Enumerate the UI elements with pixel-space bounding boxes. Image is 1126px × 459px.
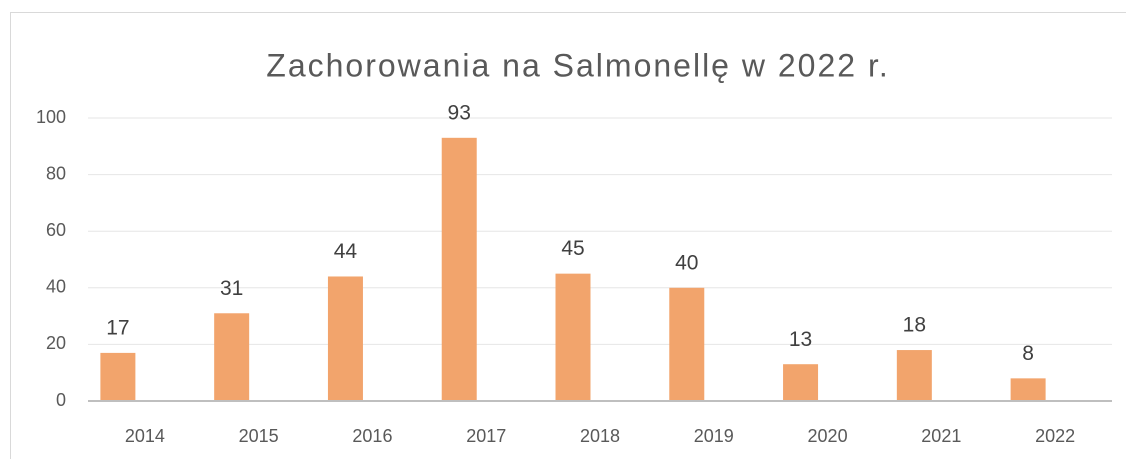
- x-tick-label: 2014: [125, 426, 165, 446]
- y-tick-label: 20: [46, 333, 66, 353]
- bar: [214, 313, 250, 401]
- data-label: 17: [106, 316, 129, 339]
- bar: [896, 350, 932, 401]
- data-label: 40: [675, 251, 698, 274]
- x-tick-label: 2017: [466, 426, 506, 446]
- bar: [555, 273, 591, 401]
- x-tick-label: 2016: [352, 426, 392, 446]
- data-label: 93: [448, 101, 471, 124]
- data-label: 13: [789, 328, 812, 351]
- data-label: 31: [220, 277, 243, 300]
- bar: [669, 287, 705, 401]
- data-label: 45: [561, 237, 584, 260]
- x-tick-label: 2021: [921, 426, 961, 446]
- x-tick-label: 2022: [1035, 426, 1075, 446]
- bar: [783, 364, 819, 401]
- data-label: 8: [1022, 342, 1034, 365]
- y-tick-label: 80: [46, 163, 66, 183]
- x-tick-label: 2015: [239, 426, 279, 446]
- y-tick-label: 40: [46, 277, 66, 297]
- x-tick-label: 2020: [808, 426, 848, 446]
- data-label: 44: [334, 240, 358, 263]
- data-label: 18: [903, 314, 926, 337]
- y-tick-label: 100: [36, 107, 66, 127]
- bar: [327, 276, 363, 401]
- bar: [441, 137, 477, 401]
- bar: [1010, 378, 1046, 401]
- bar: [100, 352, 136, 401]
- y-tick-label: 0: [56, 390, 66, 410]
- x-tick-label: 2019: [694, 426, 734, 446]
- y-tick-label: 60: [46, 220, 66, 240]
- x-tick-label: 2018: [580, 426, 620, 446]
- chart-title: Zachorowania na Salmonellę w 2022 r.: [266, 47, 889, 83]
